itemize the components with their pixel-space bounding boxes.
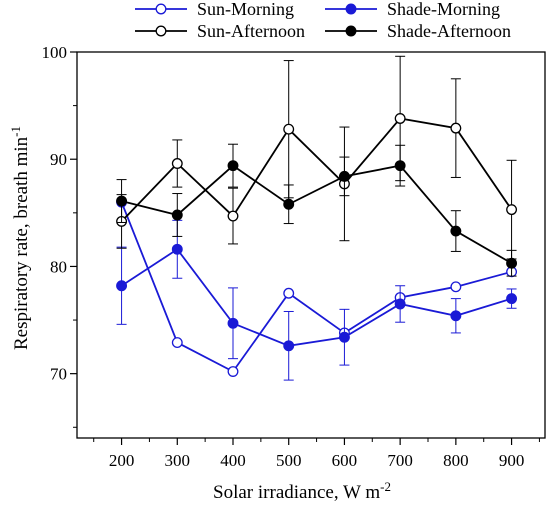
data-point <box>227 160 239 172</box>
series-shade-morning <box>116 219 518 381</box>
y-axis-label-sup: -1 <box>8 126 23 137</box>
data-point <box>171 243 183 255</box>
y-axis-label-text: Respiratory rate, breath min <box>11 136 32 350</box>
data-point <box>394 298 406 310</box>
x-tick-label: 200 <box>109 451 135 470</box>
x-tick-label: 800 <box>443 451 469 470</box>
data-point <box>227 317 239 329</box>
legend-label: Sun-Afternoon <box>197 21 305 41</box>
data-point <box>338 170 350 182</box>
x-tick-label: 600 <box>332 451 358 470</box>
data-point <box>394 113 406 124</box>
legend-label: Sun-Morning <box>197 0 294 19</box>
data-point <box>171 337 183 349</box>
legend-marker <box>155 25 167 37</box>
data-point <box>171 158 183 169</box>
x-tick-label: 700 <box>387 451 413 470</box>
plot-frame <box>76 51 546 439</box>
data-point <box>283 123 295 135</box>
data-point <box>450 281 462 293</box>
data-point <box>283 287 295 299</box>
series-line <box>121 164 513 265</box>
legend-label: Shade-Afternoon <box>387 21 511 41</box>
data-point <box>506 257 518 269</box>
data-point <box>506 293 518 305</box>
y-tick-label: 100 <box>42 43 68 62</box>
legend-item: Shade-Morning <box>325 0 500 19</box>
x-axis-label: Solar irradiance, W m-2 <box>213 479 391 503</box>
x-axis-label-text: Solar irradiance, W m <box>213 482 380 503</box>
data-point <box>450 310 462 322</box>
x-tick-label: 500 <box>276 451 302 470</box>
x-tick-label: 900 <box>499 451 525 470</box>
series-line <box>121 248 512 347</box>
data-point <box>283 340 295 352</box>
data-point <box>450 225 462 237</box>
plot-axes: 200 300 400 500 600 700 800 900 70 80 90 100 <box>42 43 546 470</box>
x-tick-label: 400 <box>220 451 246 470</box>
series-line <box>120 201 512 373</box>
data-point <box>283 198 295 210</box>
y-tick-label: 90 <box>50 150 67 169</box>
y-tick-label: 80 <box>50 257 67 276</box>
data-point <box>338 331 350 343</box>
data-point <box>116 280 128 292</box>
y-tick-label: 70 <box>50 365 67 384</box>
legend: Sun-Morning Shade-Morning Sun-Afternoon Sha… <box>135 0 511 41</box>
series-layer <box>116 55 518 381</box>
data-point <box>227 366 239 377</box>
legend-marker <box>345 25 357 37</box>
series-shade-afternoon <box>116 143 518 277</box>
legend-marker <box>155 3 167 15</box>
data-point <box>171 209 183 221</box>
series-line <box>120 117 513 223</box>
legend-label: Shade-Morning <box>387 0 500 19</box>
data-point <box>394 160 406 172</box>
series-sun-morning <box>116 196 518 377</box>
x-tick-label: 300 <box>165 451 191 470</box>
data-point <box>116 195 128 207</box>
data-point <box>227 210 239 222</box>
legend-item: Shade-Afternoon <box>325 21 511 41</box>
data-point <box>450 122 462 134</box>
data-point <box>506 204 518 216</box>
legend-item: Sun-Morning <box>135 0 294 19</box>
legend-marker <box>345 3 357 15</box>
y-axis-label: Respiratory rate, breath min-1 <box>8 126 32 350</box>
legend-item: Sun-Afternoon <box>135 21 305 41</box>
x-axis-label-sup: -2 <box>380 479 391 494</box>
